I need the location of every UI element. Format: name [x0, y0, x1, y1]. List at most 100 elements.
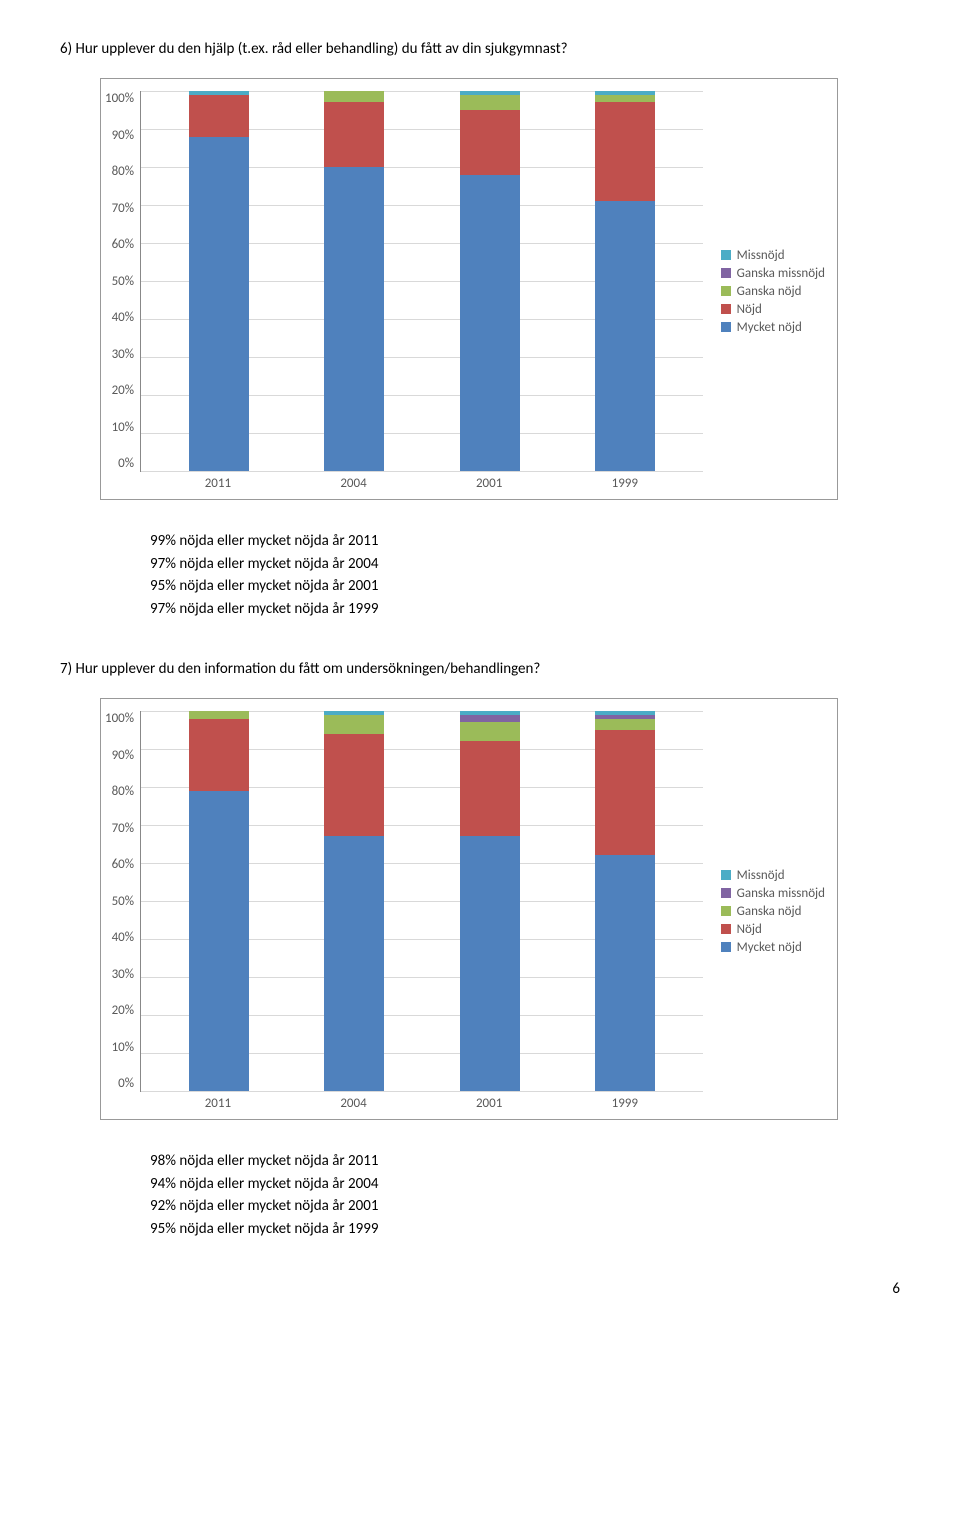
y-tick-label: 60%: [112, 857, 134, 872]
legend-item: Nöjd: [721, 302, 825, 317]
bar-segment: [460, 722, 520, 741]
y-tick-label: 70%: [112, 201, 134, 216]
y-tick-label: 10%: [112, 420, 134, 435]
bar: [324, 711, 384, 1091]
summary-line: 94% nöjda eller mycket nöjda år 2004: [150, 1173, 900, 1196]
bar-segment: [460, 110, 520, 175]
legend-swatch: [721, 870, 731, 880]
bar-segment: [595, 730, 655, 855]
chart-container: 100%90%80%70%60%50%40%30%20%10%0%2011200…: [100, 698, 838, 1120]
legend-swatch: [721, 924, 731, 934]
legend-item: Mycket nöjd: [721, 320, 825, 335]
gridline: [141, 1091, 703, 1092]
summary-line: 97% nöjda eller mycket nöjda år 1999: [150, 598, 900, 621]
plot-area: [140, 711, 703, 1092]
legend-item: Missnöjd: [721, 248, 825, 263]
plot-wrap: 2011 2004 2001 1999: [140, 91, 703, 491]
bar: [595, 91, 655, 471]
bar-segment: [595, 719, 655, 730]
bar: [460, 711, 520, 1091]
plot-area: [140, 91, 703, 472]
bar-segment: [460, 715, 520, 723]
summary-line: 95% nöjda eller mycket nöjda år 1999: [150, 1218, 900, 1241]
bar: [595, 711, 655, 1091]
x-tick-label: 1999: [595, 1096, 655, 1111]
bar-segment: [460, 741, 520, 836]
bar-segment: [324, 102, 384, 167]
y-tick-label: 60%: [112, 237, 134, 252]
x-tick-label: 2011: [188, 476, 248, 491]
y-tick-label: 40%: [112, 930, 134, 945]
plot-wrap: 2011200420011999: [140, 711, 703, 1111]
bar-segment: [595, 102, 655, 201]
legend-item: Nöjd: [721, 922, 825, 937]
legend-item: Ganska missnöjd: [721, 266, 825, 281]
y-tick-label: 100%: [105, 711, 134, 726]
bar-segment: [595, 855, 655, 1091]
page-number: 6: [60, 1280, 900, 1298]
y-tick-label: 100%: [105, 91, 134, 106]
legend-label: Mycket nöjd: [737, 940, 802, 955]
legend: Missnöjd Ganska missnöjd Ganska nöjd Nöjd My…: [703, 245, 825, 338]
legend-swatch: [721, 942, 731, 952]
y-tick-label: 80%: [112, 164, 134, 179]
x-tick-label: 2004: [324, 1096, 384, 1111]
legend-item: Ganska nöjd: [721, 284, 825, 299]
legend-swatch: [721, 906, 731, 916]
bar-segment: [460, 836, 520, 1091]
summary-line: 92% nöjda eller mycket nöjda år 2001: [150, 1195, 900, 1218]
y-tick-label: 90%: [112, 128, 134, 143]
bar-segment: [189, 791, 249, 1091]
bar-segment: [324, 734, 384, 837]
summary-block: 99% nöjda eller mycket nöjda år 201197% …: [150, 530, 900, 620]
chart-container: 100% 90% 80% 70% 60% 50% 40% 30% 20% 10% 0% 2011 200…: [100, 78, 838, 500]
bar-segment: [189, 95, 249, 137]
y-tick-label: 30%: [112, 967, 134, 982]
chart-body: 100%90%80%70%60%50%40%30%20%10%0%2011200…: [105, 711, 703, 1111]
y-tick-label: 80%: [112, 784, 134, 799]
legend-swatch: [721, 322, 731, 332]
legend-item: Ganska nöjd: [721, 904, 825, 919]
bar: [189, 711, 249, 1091]
x-tick-label: 2001: [459, 1096, 519, 1111]
bar-segment: [189, 719, 249, 791]
y-tick-label: 0%: [118, 456, 134, 471]
y-tick-label: 30%: [112, 347, 134, 362]
bar: [324, 91, 384, 471]
legend-item: Mycket nöjd: [721, 940, 825, 955]
legend-item: Missnöjd: [721, 868, 825, 883]
bar-segment: [189, 137, 249, 471]
legend-label: Ganska nöjd: [737, 904, 802, 919]
summary-line: 95% nöjda eller mycket nöjda år 2001: [150, 575, 900, 598]
x-tick-label: 2001: [459, 476, 519, 491]
legend-swatch: [721, 304, 731, 314]
bar-segment: [595, 201, 655, 471]
summary-line: 99% nöjda eller mycket nöjda år 2011: [150, 530, 900, 553]
bar-segment: [189, 711, 249, 719]
bar: [189, 91, 249, 471]
y-tick-label: 40%: [112, 310, 134, 325]
y-tick-label: 50%: [112, 274, 134, 289]
y-axis: 100%90%80%70%60%50%40%30%20%10%0%: [105, 711, 140, 1091]
y-tick-label: 90%: [112, 748, 134, 763]
summary-line: 98% nöjda eller mycket nöjda år 2011: [150, 1150, 900, 1173]
legend-label: Mycket nöjd: [737, 320, 802, 335]
legend-swatch: [721, 888, 731, 898]
x-tick-label: 1999: [595, 476, 655, 491]
bar-segment: [324, 167, 384, 471]
x-tick-label: 2004: [324, 476, 384, 491]
y-axis: 100% 90% 80% 70% 60% 50% 40% 30% 20% 10% 0%: [105, 91, 140, 471]
y-tick-label: 20%: [112, 383, 134, 398]
y-tick-label: 50%: [112, 894, 134, 909]
y-tick-label: 20%: [112, 1003, 134, 1018]
legend-label: Nöjd: [737, 302, 762, 317]
chart-body: 100% 90% 80% 70% 60% 50% 40% 30% 20% 10% 0% 2011 200…: [105, 91, 703, 491]
bar-segment: [324, 715, 384, 734]
summary-block: 98% nöjda eller mycket nöjda år 201194% …: [150, 1150, 900, 1240]
question-text: 6) Hur upplever du den hjälp (t.ex. råd …: [60, 40, 900, 58]
summary-line: 97% nöjda eller mycket nöjda år 2004: [150, 553, 900, 576]
legend-label: Ganska missnöjd: [737, 266, 825, 281]
legend: MissnöjdGanska missnöjdGanska nöjdNöjdMy…: [703, 865, 825, 958]
y-tick-label: 0%: [118, 1076, 134, 1091]
question-text: 7) Hur upplever du den information du få…: [60, 660, 900, 678]
